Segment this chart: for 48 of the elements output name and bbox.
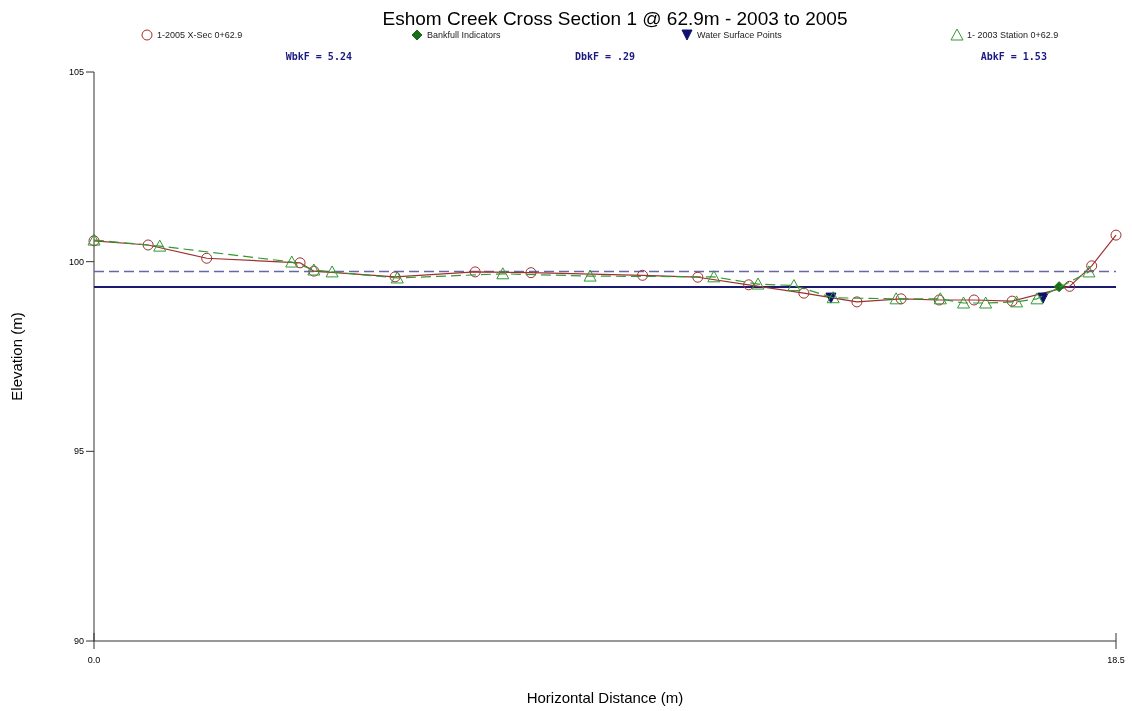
point [889, 292, 903, 305]
text: DbkF = .29 [574, 51, 636, 62]
y-tick-label: 95 [73, 446, 84, 457]
point [1010, 295, 1024, 308]
point [957, 296, 971, 309]
point [637, 269, 649, 281]
point [1030, 292, 1044, 305]
point [285, 255, 299, 268]
point [1053, 281, 1065, 293]
chart-title: Eshom Creek Cross Section 1 @ 62.9m - 2003 to 2005 [382, 8, 848, 29]
point [787, 279, 801, 292]
point [743, 279, 755, 291]
point [525, 267, 537, 279]
point [692, 271, 704, 283]
point [583, 269, 597, 282]
legend-label: Bankfull Indicators [427, 30, 502, 40]
point [895, 293, 907, 305]
y-axis-title: Elevation (m) [8, 312, 25, 401]
point [1086, 260, 1098, 272]
point [153, 239, 167, 252]
point [1082, 265, 1096, 278]
point [707, 270, 721, 283]
x-tick-label: 0.0 [87, 655, 101, 665]
point [798, 287, 810, 299]
point [469, 266, 481, 278]
legend-label: 1-2005 X-Sec 0+62.9 [157, 30, 243, 40]
point [142, 239, 154, 251]
point [201, 252, 213, 264]
point [979, 296, 993, 309]
text: WbkF = 5.24 [285, 51, 352, 62]
point [1064, 280, 1076, 292]
x-tick-label: 18.5 [1107, 655, 1125, 665]
point [496, 267, 510, 280]
x-axis-title: Horizontal Distance (m) [526, 689, 684, 706]
y-tick-label: 90 [73, 636, 84, 646]
point [294, 257, 306, 269]
point [325, 265, 339, 278]
point [751, 277, 765, 290]
legend-label: Water Surface Points [697, 30, 783, 40]
point [1110, 229, 1122, 241]
y-tick-label: 105 [68, 67, 84, 77]
point [1037, 292, 1049, 304]
y-tick-label: 100 [68, 256, 84, 267]
legend-label: 1- 2003 Station 0+62.9 [967, 30, 1059, 40]
point [1006, 295, 1018, 307]
text: AbkF = 1.53 [980, 51, 1047, 62]
point [968, 294, 980, 306]
point [851, 296, 863, 308]
